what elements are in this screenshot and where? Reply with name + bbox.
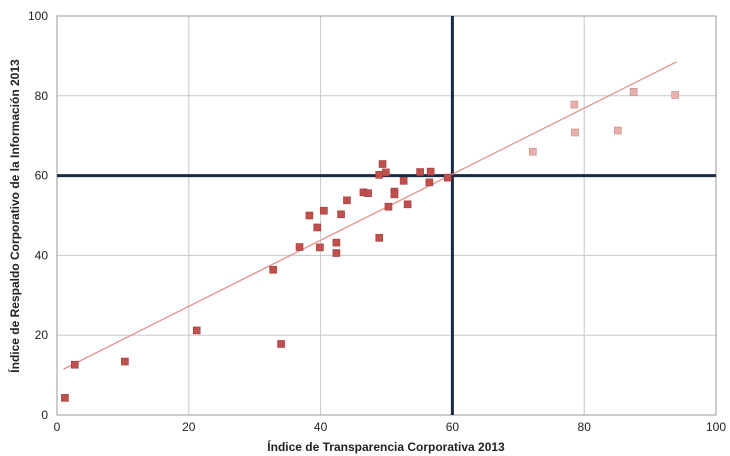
y-tick-label: 80 [35,89,49,103]
data-point [364,189,372,197]
data-point [295,243,304,251]
data-point [443,173,452,182]
trendline [63,61,677,370]
data-point [277,340,285,348]
data-point [390,190,399,199]
x-tick-label: 0 [54,420,61,434]
data-point [313,223,322,232]
data-point [416,168,424,176]
data-point [614,126,622,135]
data-point [425,178,434,187]
data-point [403,200,412,209]
y-axis-ticks: 0 20 40 60 80 100 [28,9,48,422]
data-point [426,167,435,176]
data-point [375,171,384,179]
data-point [399,176,408,185]
data-point [192,326,201,335]
data-point [571,128,579,137]
data-point [382,168,390,177]
data-point [61,394,69,402]
data-point [269,265,277,274]
y-tick-label: 40 [35,248,49,262]
data-point [121,357,129,366]
y-tick-label: 20 [35,328,49,342]
data-point [528,147,537,156]
data-point [332,249,341,257]
data-points [61,88,679,402]
plot-area-border [56,15,717,416]
x-axis-ticks: 0 20 40 60 80 100 [54,420,727,434]
data-point [378,160,387,168]
data-point [305,211,314,220]
x-tick-label: 80 [578,420,592,434]
data-point [375,234,384,242]
data-point [316,243,324,252]
trendline-group [63,61,677,370]
data-point [570,100,579,109]
data-point [332,238,341,247]
x-tick-label: 20 [182,420,196,434]
x-tick-label: 100 [706,420,726,434]
data-point [70,360,79,369]
data-point [671,91,679,99]
y-axis-title: Índice de Respaldo Corporativo de la Inf… [7,59,22,373]
y-tick-label: 100 [28,9,48,23]
grid-lines [57,16,716,415]
y-tick-label: 60 [35,169,49,183]
data-point [320,206,328,215]
x-axis-title: Índice de Transparencia Corporativa 2013 [267,439,505,454]
data-point [629,88,638,96]
y-tick-label: 0 [41,408,48,422]
x-tick-label: 40 [314,420,328,434]
x-tick-label: 60 [446,420,460,434]
data-point [384,202,393,211]
data-point [337,210,345,219]
reference-lines [57,16,716,415]
data-point [343,196,351,205]
